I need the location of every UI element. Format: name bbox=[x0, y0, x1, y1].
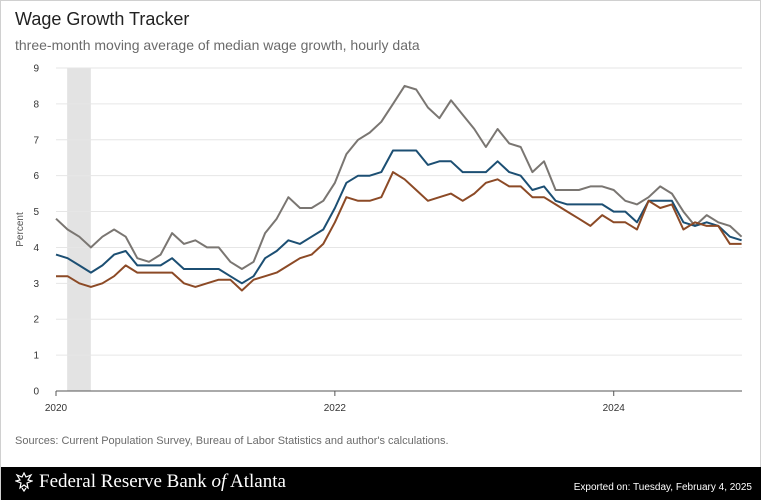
y-tick-label: 9 bbox=[33, 64, 39, 75]
brand-logo[interactable]: Federal Reserve Bank of Atlanta bbox=[15, 471, 286, 493]
brand-name-prefix: Federal Reserve Bank bbox=[39, 471, 212, 492]
y-tick-label: 7 bbox=[33, 135, 39, 146]
y-tick-label: 6 bbox=[33, 171, 39, 182]
y-tick-label: 0 bbox=[33, 387, 39, 398]
footer-bar: Federal Reserve Bank of Atlanta Exported… bbox=[1, 467, 761, 500]
chart-subtitle: three-month moving average of median wag… bbox=[15, 37, 420, 53]
y-tick-label: 5 bbox=[33, 207, 39, 218]
x-tick-label: 2024 bbox=[603, 403, 626, 414]
x-tick-label: 2022 bbox=[324, 403, 347, 414]
series-line-1 bbox=[55, 84, 743, 270]
sources-note: Sources: Current Population Survey, Bure… bbox=[15, 435, 449, 447]
line-chart: 0 1 2 3 4 5 6 7 8 9 2020 2022 2024 Percent bbox=[15, 64, 743, 414]
recession-shading bbox=[67, 68, 91, 391]
export-date: Exported on: Tuesday, February 4, 2025 bbox=[573, 482, 752, 493]
chart-title: Wage Growth Tracker bbox=[15, 9, 190, 29]
y-tick-label: 2 bbox=[33, 315, 39, 326]
y-axis-label: Percent bbox=[15, 212, 26, 247]
series-line-3 bbox=[56, 171, 742, 292]
brand-name-suffix: Atlanta bbox=[226, 471, 286, 492]
brand-name-of: of bbox=[211, 471, 227, 492]
brand-name: Federal Reserve Bank of Atlanta bbox=[39, 471, 286, 493]
eagle-icon bbox=[15, 472, 33, 492]
series-line-2 bbox=[55, 149, 742, 285]
y-tick-label: 3 bbox=[33, 279, 39, 290]
y-tick-label: 4 bbox=[33, 243, 39, 254]
y-tick-label: 1 bbox=[33, 351, 39, 362]
x-tick-label: 2020 bbox=[45, 403, 68, 414]
y-tick-label: 8 bbox=[33, 99, 39, 110]
